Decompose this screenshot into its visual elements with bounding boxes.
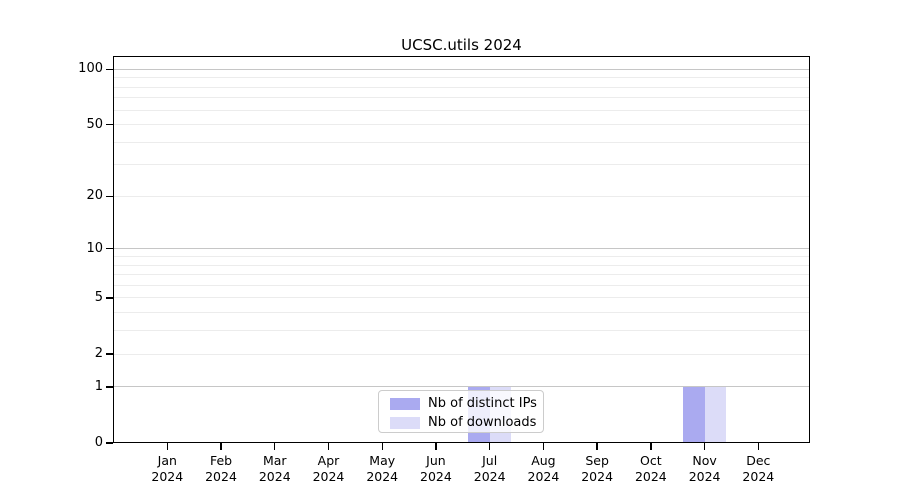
legend-swatch-downloads — [390, 416, 420, 429]
gridline-minor — [113, 195, 810, 197]
y-axis-tick — [106, 248, 113, 250]
gridline-minor — [113, 264, 810, 266]
gridline-minor — [113, 164, 810, 166]
y-axis-tick — [106, 353, 113, 355]
bar-distinct-ips-nov — [683, 386, 705, 443]
x-tick-label: Jan 2024 — [151, 453, 184, 484]
y-tick-label: 20 — [86, 188, 103, 204]
x-tick-label: Aug 2024 — [527, 453, 560, 484]
y-tick-label: 5 — [94, 289, 103, 305]
x-tick-label: Mar 2024 — [258, 453, 291, 484]
x-tick-label: Jul 2024 — [473, 453, 506, 484]
x-axis-tick — [596, 443, 598, 450]
x-axis-tick — [757, 443, 759, 450]
x-axis-tick — [435, 443, 437, 450]
chart-title: UCSC.utils 2024 — [401, 36, 522, 54]
x-axis-tick — [327, 443, 330, 450]
legend-item-distinct-ips: Nb of distinct IPs — [379, 395, 543, 412]
bar-downloads-nov — [704, 386, 727, 443]
gridline-major — [113, 248, 810, 250]
x-axis-tick — [542, 443, 545, 450]
gridline-minor — [113, 353, 810, 355]
gridline-minor — [113, 330, 810, 332]
y-tick-label: 0 — [94, 435, 103, 450]
gridline-minor — [113, 109, 810, 111]
gridline-minor — [113, 274, 810, 276]
gridline-minor — [113, 297, 810, 299]
x-tick-label: Jun 2024 — [420, 453, 452, 484]
x-tick-label: Apr 2024 — [312, 453, 345, 484]
y-tick-label: 100 — [78, 61, 103, 77]
y-axis-tick — [106, 68, 113, 70]
gridline-minor — [113, 284, 810, 286]
chart-legend: Nb of distinct IPs Nb of downloads — [378, 390, 544, 433]
x-axis-tick — [274, 443, 276, 450]
y-tick-label: 2 — [94, 346, 103, 362]
y-axis-tick — [106, 195, 113, 198]
plot-area: Nb of distinct IPs Nb of downloads — [113, 56, 810, 443]
y-tick-label: 10 — [86, 240, 103, 256]
x-axis-tick — [381, 443, 383, 450]
x-axis-tick — [650, 443, 652, 450]
plot-frame — [113, 56, 810, 443]
legend-label-distinct-ips: Nb of distinct IPs — [428, 395, 537, 411]
legend-item-downloads: Nb of downloads — [379, 414, 543, 431]
gridline-major — [113, 68, 810, 70]
x-tick-label: Dec 2024 — [742, 453, 775, 484]
x-tick-label: Oct 2024 — [634, 453, 667, 484]
gridline-minor — [113, 86, 810, 88]
gridline-minor — [113, 312, 810, 314]
x-axis-tick — [166, 443, 168, 450]
x-tick-label: Nov 2024 — [688, 453, 721, 484]
y-axis-tick — [106, 123, 113, 126]
gridline-minor — [113, 124, 810, 126]
legend-swatch-distinct-ips — [390, 397, 420, 410]
y-axis-tick — [106, 297, 113, 299]
y-tick-label: 1 — [94, 378, 103, 394]
gridline-minor — [113, 141, 810, 143]
gridline-minor — [113, 77, 810, 79]
x-axis-tick — [220, 443, 222, 450]
x-axis-tick — [703, 443, 706, 450]
gridline-minor — [113, 256, 810, 258]
x-tick-label: Sep 2024 — [581, 453, 614, 484]
x-tick-label: Feb 2024 — [205, 453, 237, 484]
y-axis-tick — [106, 386, 113, 388]
legend-label-downloads: Nb of downloads — [428, 414, 537, 430]
x-tick-label: May 2024 — [366, 453, 399, 484]
y-tick-label: 50 — [86, 116, 103, 132]
y-axis-tick — [106, 442, 113, 444]
gridline-minor — [113, 97, 810, 99]
gridline-major — [113, 386, 810, 388]
x-axis-tick — [489, 443, 491, 450]
